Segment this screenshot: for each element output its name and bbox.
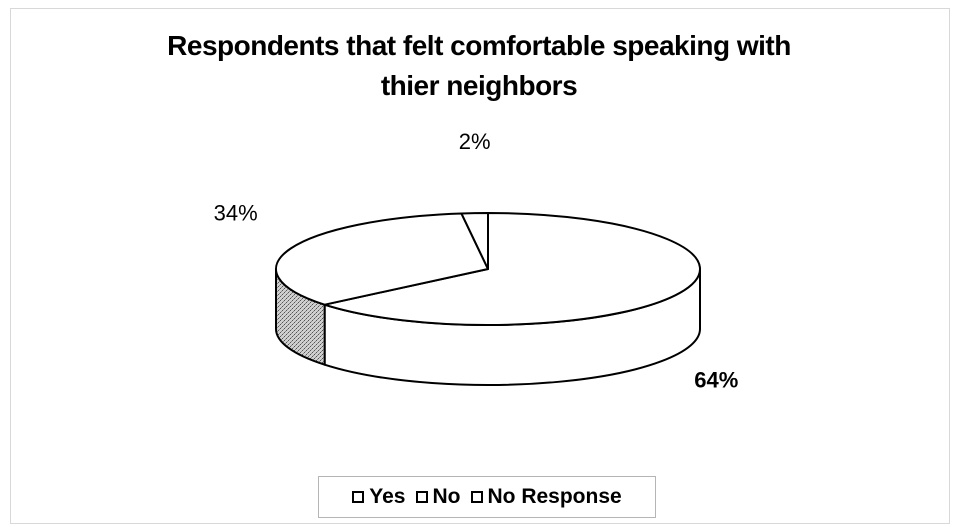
legend-label-no-response: No Response (487, 485, 622, 508)
legend-label-no: No (432, 485, 461, 508)
slice-no-response (460, 212, 489, 270)
legend: Yes No No Response (318, 476, 656, 518)
slice-label-no-response: 2% (459, 129, 491, 154)
slice-label-yes: 64% (694, 367, 738, 392)
legend-item-no-response: No Response (470, 485, 622, 509)
chart-title-line-2: thier neighbors (380, 70, 578, 101)
legend-label-yes: Yes (369, 485, 406, 508)
chart-title: Respondents that felt comfortable speaki… (10, 26, 948, 106)
slice-no (275, 212, 489, 306)
legend-swatch-no (415, 491, 428, 503)
legend-item-yes: Yes (352, 485, 406, 509)
chart-title-line-1: Respondents that felt comfortable speaki… (167, 30, 791, 61)
legend-swatch-no-response (470, 491, 483, 503)
legend-swatch-yes (352, 491, 365, 503)
slice-yes (323, 212, 701, 326)
pie-group (275, 212, 701, 386)
slice-label-no: 34% (214, 201, 258, 226)
legend-item-no: No (415, 485, 461, 509)
